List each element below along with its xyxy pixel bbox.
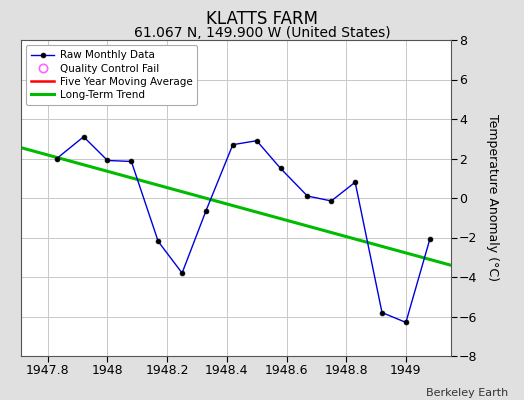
Text: KLATTS FARM: KLATTS FARM (206, 10, 318, 28)
Raw Monthly Data (304, 194, 311, 198)
Legend: Raw Monthly Data, Quality Control Fail, Five Year Moving Average, Long-Term Tren: Raw Monthly Data, Quality Control Fail, … (26, 45, 198, 105)
Raw Monthly Data (403, 320, 409, 325)
Raw Monthly Data (230, 142, 236, 147)
Y-axis label: Temperature Anomaly (°C): Temperature Anomaly (°C) (486, 114, 499, 282)
Raw Monthly Data (379, 310, 385, 315)
Raw Monthly Data (53, 156, 60, 161)
Raw Monthly Data (128, 159, 135, 164)
Line: Raw Monthly Data: Raw Monthly Data (54, 134, 432, 325)
Raw Monthly Data (328, 198, 334, 203)
Raw Monthly Data (179, 271, 185, 276)
Raw Monthly Data (254, 138, 260, 143)
Raw Monthly Data (352, 180, 358, 184)
Raw Monthly Data (203, 208, 209, 213)
Raw Monthly Data (104, 158, 111, 163)
Text: Berkeley Earth: Berkeley Earth (426, 388, 508, 398)
Raw Monthly Data (155, 239, 161, 244)
Raw Monthly Data (81, 134, 87, 139)
Text: 61.067 N, 149.900 W (United States): 61.067 N, 149.900 W (United States) (134, 26, 390, 40)
Raw Monthly Data (277, 166, 283, 171)
Raw Monthly Data (427, 237, 433, 242)
